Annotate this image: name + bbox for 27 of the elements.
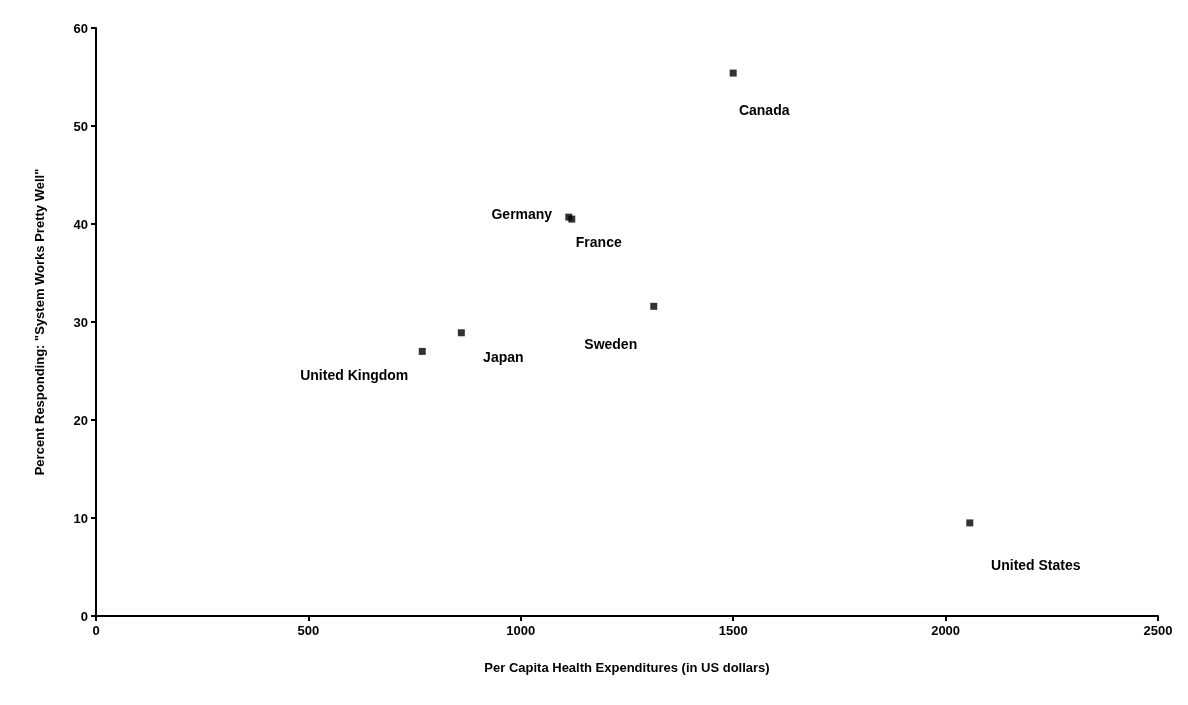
x-tick-label: 1500 [718, 623, 748, 638]
y-tick-label: 50 [73, 118, 88, 134]
y-tick-label: 0 [80, 608, 88, 624]
annotation: United States [991, 556, 1081, 573]
point [418, 347, 426, 355]
annotation: France [575, 234, 622, 251]
annotation: Sweden [584, 336, 638, 353]
point [457, 329, 465, 337]
annotation: Japan [483, 348, 524, 365]
point [650, 302, 658, 310]
y-tick-label: 30 [73, 314, 88, 330]
y-axis-title: Percent Responding: "System Works Pretty Well" [32, 168, 47, 476]
annotation: Canada [738, 102, 790, 119]
y-tick-label: 10 [73, 510, 88, 526]
annotation: United Kingdom [300, 367, 409, 384]
x-axis-title: Per Capita Health Expenditures (in US dollars) [484, 660, 770, 675]
x-tick-label: 500 [297, 623, 320, 638]
x-tick-label: 1000 [506, 623, 536, 638]
x-tick-label: 2500 [1143, 623, 1173, 638]
y-tick-label: 60 [73, 20, 88, 36]
x-tick-label: 0 [92, 623, 100, 638]
point [729, 69, 737, 77]
y-tick-label: 40 [73, 216, 88, 232]
x-tick-label: 2000 [931, 623, 961, 638]
annotation: Germany [491, 206, 553, 223]
point [966, 519, 974, 527]
y-tick-label: 20 [73, 412, 88, 428]
